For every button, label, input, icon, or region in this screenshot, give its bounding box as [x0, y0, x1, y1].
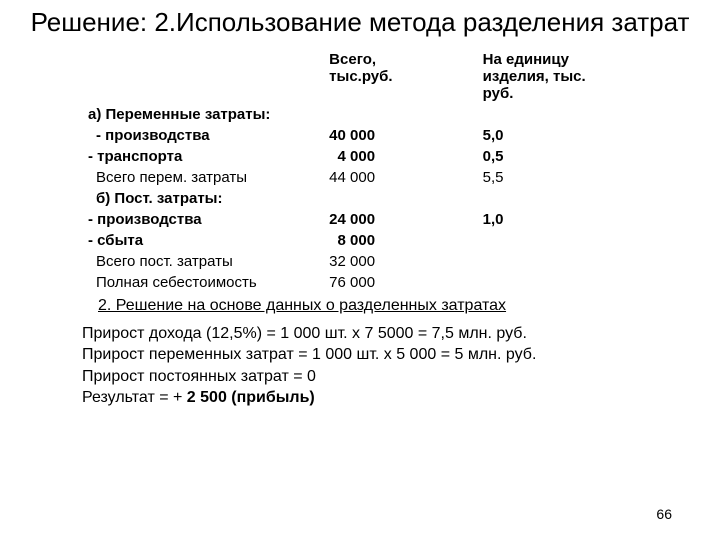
section-a-label: а) Переменные затраты: — [88, 104, 329, 125]
calc-line-3: Прирост постоянных затрат = 0 — [82, 366, 680, 388]
row-unit — [483, 230, 680, 251]
row-label: Полная себестоимость — [88, 272, 329, 293]
hdr-total-l1: Всего, — [329, 51, 376, 68]
hdr-unit-l2: изделия, тыс. — [483, 68, 586, 85]
table-row: - производства 24 000 1,0 — [88, 209, 680, 230]
calc-line-2: Прирост переменных затрат = 1 000 шт. х … — [82, 344, 680, 366]
row-label: - производства — [88, 125, 329, 146]
cost-table: Всего, тыс.руб. На единицу изделия, тыс.… — [0, 49, 720, 293]
row-total: 8 000 — [329, 230, 482, 251]
row-unit: 5,5 — [483, 167, 680, 188]
result-prefix: Результат = + — [82, 389, 187, 406]
section-b-label: б) Пост. затраты: — [88, 188, 329, 209]
row-unit: 0,5 — [483, 146, 680, 167]
page-title: Решение: 2.Использование метода разделен… — [0, 0, 720, 49]
calc-line-4: Результат = + 2 500 (прибыль) — [82, 387, 680, 409]
table-row: - сбыта 8 000 — [88, 230, 680, 251]
page-number: 66 — [656, 506, 672, 522]
table-row: - транспорта 4 000 0,5 — [88, 146, 680, 167]
row-unit: 1,0 — [483, 209, 680, 230]
row-label: Всего пост. затраты — [88, 251, 329, 272]
hdr-unit-l1: На единицу — [483, 51, 569, 68]
section-2-title: 2. Решение на основе данных о разделенны… — [98, 297, 506, 314]
table-row: - производства 40 000 5,0 — [88, 125, 680, 146]
row-unit — [483, 272, 680, 293]
row-label: - производства — [88, 209, 329, 230]
section-a-header: а) Переменные затраты: — [88, 104, 680, 125]
row-unit — [483, 251, 680, 272]
row-label: - сбыта — [88, 230, 329, 251]
row-label: Всего перем. затраты — [88, 167, 329, 188]
hdr-unit-l3: руб. — [483, 85, 514, 102]
row-total: 76 000 — [329, 272, 482, 293]
row-label: - транспорта — [88, 146, 329, 167]
table-row: Всего перем. затраты 44 000 5,5 — [88, 167, 680, 188]
table-row: Всего пост. затраты 32 000 — [88, 251, 680, 272]
row-total: 44 000 — [329, 167, 482, 188]
result-value: 2 500 (прибыль) — [187, 389, 315, 406]
row-total: 32 000 — [329, 251, 482, 272]
calculation-block: Прирост дохода (12,5%) = 1 000 шт. х 7 5… — [0, 323, 720, 409]
row-total: 4 000 — [329, 146, 482, 167]
table-row: Полная себестоимость 76 000 — [88, 272, 680, 293]
section-b-header: б) Пост. затраты: — [88, 188, 680, 209]
hdr-total-l2: тыс.руб. — [329, 68, 392, 85]
row-total: 40 000 — [329, 125, 482, 146]
section-2-heading: 2. Решение на основе данных о разделенны… — [0, 297, 720, 315]
header-row: Всего, тыс.руб. На единицу изделия, тыс.… — [88, 49, 680, 104]
row-unit: 5,0 — [483, 125, 680, 146]
row-total: 24 000 — [329, 209, 482, 230]
calc-line-1: Прирост дохода (12,5%) = 1 000 шт. х 7 5… — [82, 323, 680, 345]
